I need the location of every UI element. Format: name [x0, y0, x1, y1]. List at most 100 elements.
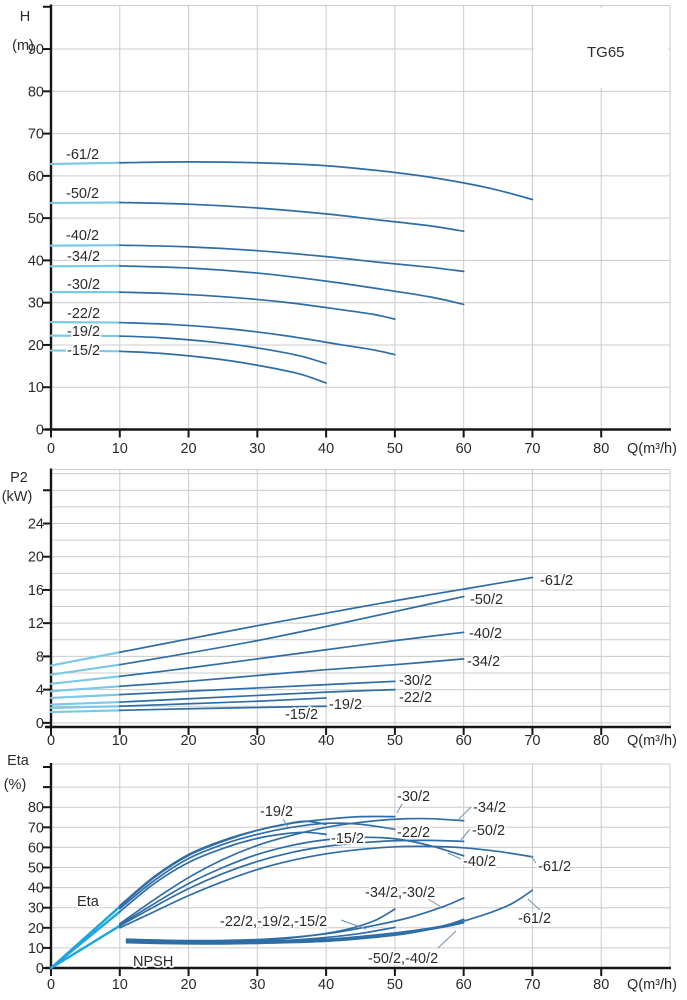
eta-curve-eta-40-2: [118, 836, 465, 926]
head-label-40-2: -40/2: [66, 228, 99, 244]
head-x-tick-30: 30: [249, 441, 265, 457]
eta-series: [49, 815, 534, 970]
head-x-tick-60: 60: [456, 441, 472, 457]
eta-leader-50-2: [460, 828, 471, 841]
head-ticks: [43, 5, 603, 438]
head-y-tick-90: 90: [28, 42, 44, 58]
eta-leader-19-2: [282, 818, 289, 828]
power-curve-61-2-inlet: [49, 651, 121, 667]
head-y-tick-70: 70: [28, 127, 44, 143]
head-y-axis-title-1: (m): [12, 38, 34, 54]
power-y-tick-16: 16: [28, 583, 44, 599]
chart-eta: 0 10 20 30 40 50 60 70 80 0 10 20 30 40 50 60 70 80 Q(m³/h…: [4, 753, 677, 993]
power-gridlines: [51, 469, 671, 727]
eta-axes: [45, 763, 671, 970]
head-tick-labels: 0 10 20 30 40 50 60 70 80 0 10 20 30 40 50 60 70 80 90 Q(m³…: [12, 9, 677, 457]
power-label-34-2: -34/2: [467, 654, 500, 670]
power-x-tick-0: 0: [47, 733, 55, 749]
power-ticks: [43, 489, 603, 735]
power-curve-34-2: [118, 658, 465, 688]
eta-x-tick-20: 20: [180, 977, 196, 993]
head-series: [49, 161, 534, 384]
head-curve-61-2: [118, 161, 534, 201]
eta-label-50-2: -50/2: [472, 823, 505, 839]
eta-curve-eta-34-2: [118, 817, 465, 925]
power-x-tick-30: 30: [249, 733, 265, 749]
head-label-30-2: -30/2: [67, 277, 100, 293]
eta-label-34-2-30-2: -34/2,-30/2: [365, 885, 435, 901]
head-x-axis-unit: Q(m³/h): [627, 441, 677, 457]
chart-power: 0 10 20 30 40 50 60 70 80 0 4 8 12 16 20 24 Q(m³/h) P2 (kW…: [2, 468, 677, 749]
power-y-axis-title-0: P2: [10, 470, 28, 486]
eta-x-tick-60: 60: [456, 977, 472, 993]
eta-x-axis-unit: Q(m³/h): [627, 977, 677, 993]
eta-label-eta: Eta: [77, 894, 100, 910]
head-x-tick-40: 40: [318, 441, 334, 457]
power-label-50-2: -50/2: [470, 592, 503, 608]
eta-y-tick-80: 80: [28, 800, 44, 816]
power-x-tick-10: 10: [112, 733, 128, 749]
power-curve-30-2-inlet: [49, 693, 121, 700]
power-curve-40-2: [118, 631, 465, 678]
power-label-22-2: -22/2: [399, 690, 432, 706]
head-y-tick-10: 10: [28, 380, 44, 396]
power-curve-22-2: [118, 688, 396, 703]
head-x-tick-20: 20: [180, 441, 196, 457]
power-y-tick-8: 8: [36, 649, 44, 665]
eta-curve-npsh-50-2: [125, 918, 465, 944]
eta-leader-34-2-30-2: [427, 898, 442, 908]
power-curve-19-2: [118, 697, 327, 708]
eta-label-15-2: -15/2: [331, 831, 364, 847]
power-curve-15-2: [118, 705, 327, 712]
power-series: [49, 576, 534, 714]
head-curve-50-2: [118, 201, 465, 233]
eta-leader-34-2: [458, 806, 472, 820]
eta-y-tick-40: 40: [28, 881, 44, 897]
eta-leader-50-2-40-2: [437, 930, 457, 949]
head-label-61-2: -61/2: [66, 147, 99, 163]
eta-leader-22-2-19-2-15-2: [340, 919, 367, 930]
head-label-mask: [534, 8, 668, 88]
power-x-axis-unit: Q(m³/h): [627, 733, 677, 749]
power-tick-labels: 0 10 20 30 40 50 60 70 80 0 4 8 12 16 20 24 Q(m³/h) P2 (kW…: [2, 470, 677, 749]
eta-curve-npsh-61-2: [125, 889, 534, 945]
eta-x-tick-50: 50: [387, 977, 403, 993]
head-x-tick-10: 10: [112, 441, 128, 457]
head-label-tg65: TG65: [587, 44, 625, 61]
head-label-15-2: -15/2: [67, 343, 100, 359]
power-label-61-2: -61/2: [540, 573, 573, 589]
eta-y-tick-60: 60: [28, 840, 44, 856]
power-x-tick-40: 40: [318, 733, 334, 749]
eta-leader-61-2: [530, 855, 537, 864]
eta-x-tick-80: 80: [593, 977, 609, 993]
eta-label-19-2: -19/2: [260, 804, 293, 820]
eta-curve-eta-50-2: [118, 839, 465, 927]
power-x-tick-50: 50: [387, 733, 403, 749]
head-curve-15-2: [118, 350, 327, 384]
power-curve-15-2-inlet: [49, 709, 121, 714]
power-curve-50-2: [118, 595, 465, 666]
power-curve-30-2: [118, 680, 396, 696]
head-curve-15-2-inlet: [49, 349, 121, 353]
power-curve-19-2-inlet: [49, 705, 121, 709]
head-y-axis-title-0: H: [20, 9, 30, 25]
power-curve-61-2: [118, 576, 534, 654]
eta-leader-40-2: [447, 852, 462, 860]
eta-tick-labels: 0 10 20 30 40 50 60 70 80 0 10 20 30 40 50 60 70 80 Q(m³/h…: [4, 753, 677, 993]
power-y-tick-4: 4: [36, 683, 44, 699]
head-y-tick-80: 80: [28, 84, 44, 100]
head-label-22-2: -22/2: [67, 306, 100, 322]
power-y-tick-24: 24: [28, 516, 44, 532]
eta-curve-eta-30-2: [118, 815, 396, 907]
power-label-40-2: -40/2: [469, 626, 502, 642]
power-label-30-2: -30/2: [399, 673, 432, 689]
power-x-tick-70: 70: [524, 733, 540, 749]
eta-curve-eta-rise-b: [49, 910, 121, 970]
eta-curve-eta-61-2: [118, 845, 534, 929]
head-y-tick-50: 50: [28, 211, 44, 227]
head-y-tick-20: 20: [28, 338, 44, 354]
head-y-tick-40: 40: [28, 253, 44, 269]
power-x-tick-20: 20: [180, 733, 196, 749]
eta-label-npsh: NPSH: [133, 954, 173, 970]
